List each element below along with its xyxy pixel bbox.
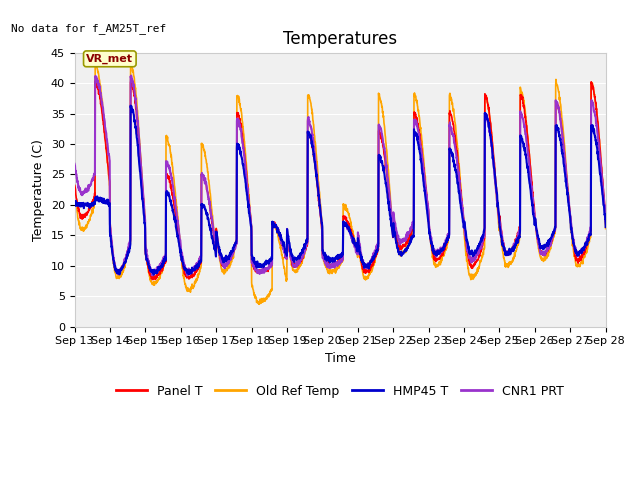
Y-axis label: Temperature (C): Temperature (C) [32, 139, 45, 240]
Legend: Panel T, Old Ref Temp, HMP45 T, CNR1 PRT: Panel T, Old Ref Temp, HMP45 T, CNR1 PRT [111, 380, 570, 403]
X-axis label: Time: Time [324, 352, 355, 365]
Text: No data for f_AM25T_ref: No data for f_AM25T_ref [11, 23, 166, 34]
Text: VR_met: VR_met [86, 54, 133, 64]
Title: Temperatures: Temperatures [283, 30, 397, 48]
